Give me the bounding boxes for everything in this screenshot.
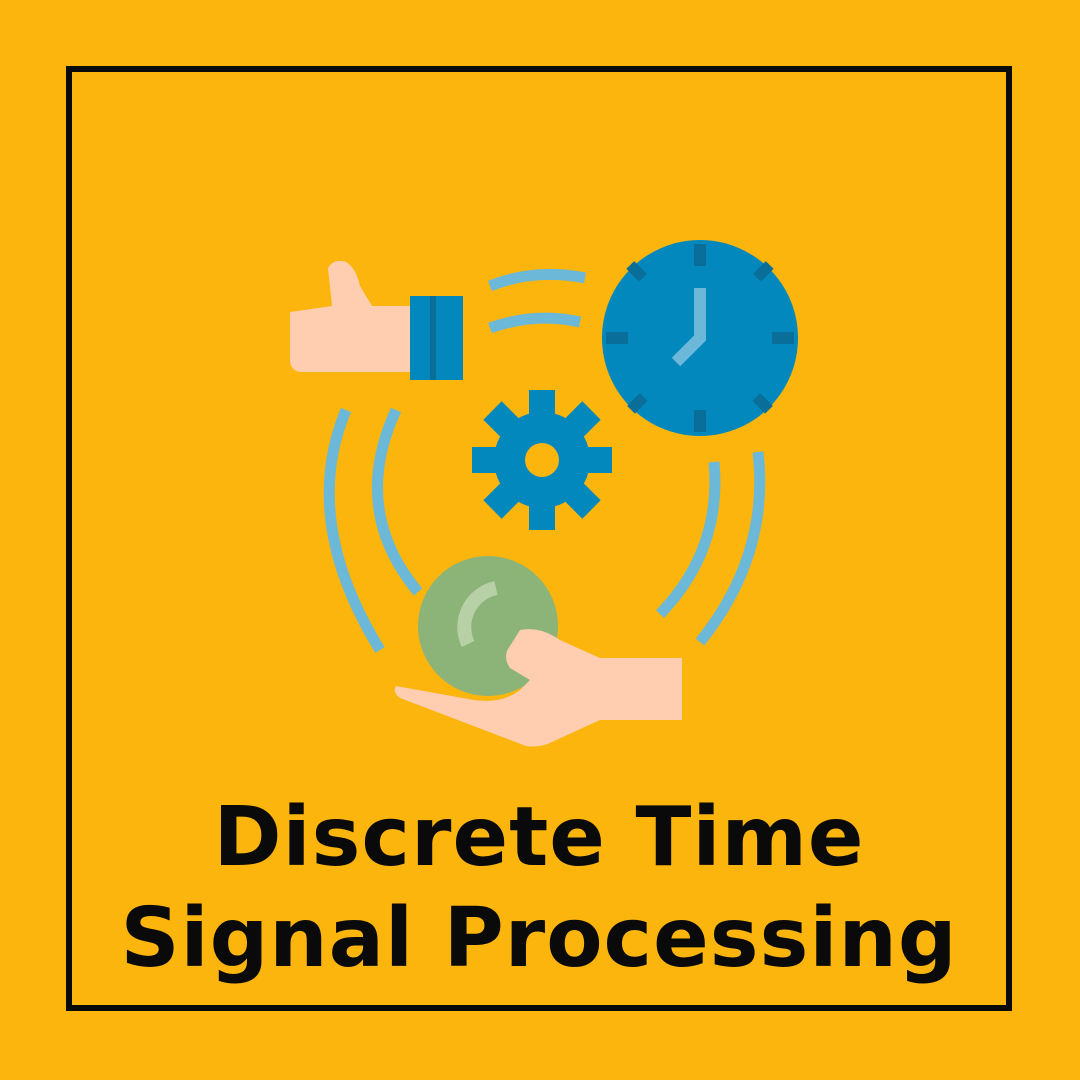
gear-icon	[472, 390, 612, 530]
title-line-1: Discrete Time	[213, 790, 865, 885]
motion-arcs-icon	[323, 268, 766, 653]
open-hand-icon	[394, 629, 682, 747]
title-line-2: Signal Processing	[120, 891, 958, 986]
border-frame	[66, 66, 1012, 1011]
thumbs-up-hand-icon	[290, 260, 463, 380]
clock-icon	[602, 240, 798, 436]
